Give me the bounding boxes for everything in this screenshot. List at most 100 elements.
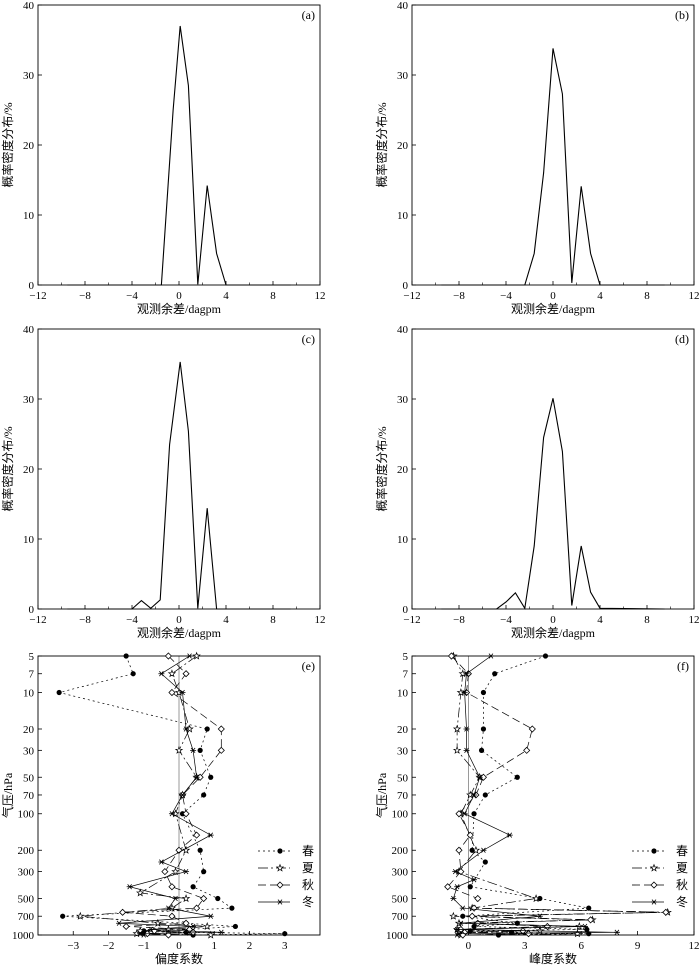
x-tick-label: 8 <box>644 290 650 302</box>
x-tick-label: 4 <box>597 290 603 302</box>
legend-label: 春 <box>302 844 314 858</box>
data-point <box>183 726 190 732</box>
data-point <box>174 745 184 754</box>
y-tick-label: 30 <box>397 394 409 406</box>
data-point <box>172 895 179 902</box>
data-point <box>201 869 207 875</box>
y-tick-label: 20 <box>397 464 409 476</box>
data-point <box>208 774 214 780</box>
data-point <box>524 930 533 938</box>
data-point <box>164 652 172 660</box>
data-point <box>449 911 458 920</box>
y-tick-label: 200 <box>18 845 35 857</box>
data-point <box>480 847 487 853</box>
panel-label: (e) <box>302 659 315 673</box>
data-point <box>459 905 466 911</box>
data-point <box>168 688 176 697</box>
y-tick-label: 30 <box>397 745 409 757</box>
y-tick-label: 10 <box>23 687 35 699</box>
y-tick-label: 10 <box>23 534 35 546</box>
x-tick-label: −8 <box>453 290 465 302</box>
panel-e: −3 −2 −1 0 1 2 3 5 7 10 20 30 50 70 100 200 300 500 700 100… <box>0 651 321 966</box>
y-tick-label: 200 <box>392 845 409 857</box>
y-tick-label: 500 <box>18 894 35 906</box>
x-axis-label: 观测余差/dagpm <box>511 301 596 316</box>
x-tick-label: −8 <box>79 614 91 626</box>
x-tick-label: 9 <box>635 940 641 952</box>
x-tick-label: 0 <box>550 290 556 302</box>
legend-label: 夏 <box>302 861 314 875</box>
data-point <box>130 671 136 677</box>
data-point <box>471 845 481 854</box>
y-tick-label: 20 <box>23 140 35 152</box>
series-line <box>59 655 285 936</box>
data-point <box>179 792 186 798</box>
data-point <box>468 912 476 920</box>
y-tick-label: 20 <box>397 724 409 736</box>
pdf-line <box>441 48 665 286</box>
plot-frame <box>411 328 695 610</box>
y-tick-label: 700 <box>392 911 409 923</box>
y-tick-label: 1000 <box>386 930 409 942</box>
y-axis-label: 气压/hPa <box>374 772 389 818</box>
panel-label: (f) <box>677 659 689 673</box>
data-point <box>482 792 488 798</box>
data-point <box>584 926 590 933</box>
plot-frame <box>411 4 695 286</box>
plot-frame <box>411 655 695 936</box>
y-tick-label: 100 <box>18 809 35 821</box>
y-tick-label: 5 <box>403 651 409 663</box>
y-tick-label: 30 <box>397 70 409 82</box>
series-line <box>452 655 617 936</box>
x-tick-label: 0 <box>550 614 556 626</box>
series-line <box>122 655 222 936</box>
data-point <box>471 877 478 883</box>
y-tick-label: 500 <box>392 894 409 906</box>
data-point <box>196 773 204 781</box>
y-axis-label: 概率密度分布/% <box>374 426 389 511</box>
pdf-line <box>67 361 291 610</box>
data-point <box>474 894 482 903</box>
data-point <box>197 847 203 853</box>
x-tick-label: −4 <box>126 614 138 626</box>
data-point <box>528 725 536 733</box>
data-point <box>183 868 190 875</box>
series-line <box>462 655 589 936</box>
legend-marker <box>651 848 657 854</box>
x-tick-label: 12 <box>315 290 326 302</box>
y-tick-label: 40 <box>23 324 35 336</box>
data-point <box>455 846 463 854</box>
y-tick-label: 20 <box>23 464 35 476</box>
data-point <box>204 726 210 732</box>
panel-label: (a) <box>302 8 315 22</box>
data-point <box>168 883 176 891</box>
data-point <box>201 792 207 798</box>
data-point <box>454 926 461 933</box>
data-point <box>535 926 545 935</box>
panel-label: (c) <box>302 332 315 346</box>
x-tick-label: −8 <box>453 614 465 626</box>
data-point <box>161 868 169 876</box>
y-tick-label: 7 <box>403 669 409 681</box>
data-point <box>171 867 180 876</box>
legend-label: 夏 <box>676 861 688 875</box>
legend-marker <box>651 899 657 905</box>
data-point <box>523 746 531 754</box>
series-asterisk <box>450 653 620 938</box>
y-tick-label: 40 <box>23 0 35 12</box>
legend-marker <box>276 881 284 889</box>
legend-marker <box>275 863 285 872</box>
legend-label: 冬 <box>302 894 314 909</box>
legend-label: 春 <box>676 844 688 858</box>
data-point <box>613 929 620 935</box>
data-point <box>466 831 474 839</box>
data-point <box>463 726 470 732</box>
data-point <box>206 930 215 939</box>
x-tick-label: 3 <box>522 940 528 952</box>
data-point <box>480 689 487 696</box>
y-tick-label: 10 <box>23 210 35 222</box>
data-point <box>122 922 130 931</box>
data-point <box>479 773 488 781</box>
data-point <box>514 774 520 780</box>
